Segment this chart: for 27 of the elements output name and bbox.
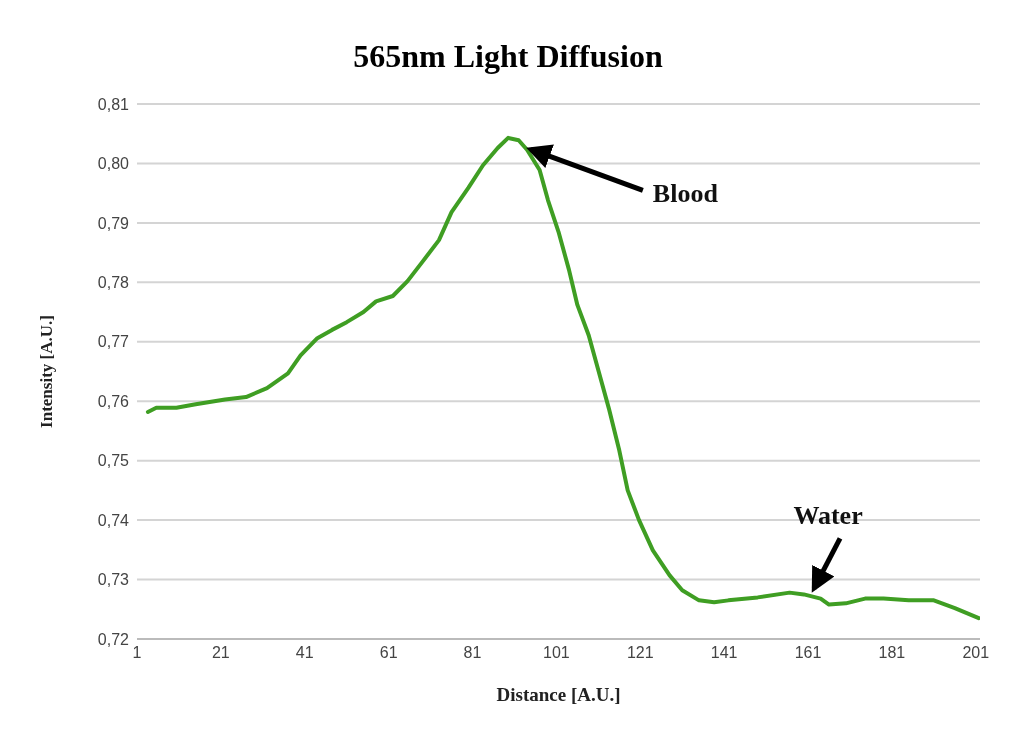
annotation: Water [793,501,863,531]
x-tick-label: 181 [878,644,906,662]
x-tick-label: 61 [379,644,398,662]
y-axis-title: Intensity [A.U.] [37,315,57,428]
line-series [145,135,980,621]
x-tick-label: 1 [132,644,142,662]
y-tick-label: 0,80 [97,155,130,173]
x-axis-title: Distance [A.U.] [496,684,621,705]
y-tick-label: 0,72 [97,630,130,648]
y-tick-label: 0,76 [97,392,130,410]
x-tick-label: 101 [543,644,570,662]
chart-title: 565nm Light Diffusion [352,38,664,75]
y-tick-label: 0,77 [97,333,130,351]
y-tick-label: 0,79 [97,214,130,232]
y-tick-label: 0,78 [97,274,130,292]
x-tick-label: 21 [211,644,230,662]
y-tick-label: 0,73 [97,571,130,589]
x-tick-label: 81 [463,644,482,662]
y-tick-label: 0,75 [97,452,130,470]
y-tick-label: 0,81 [97,95,130,113]
x-tick-label: 201 [962,644,990,662]
x-tick-label: 121 [626,644,654,662]
y-tick-label: 0,74 [97,511,130,529]
x-tick-label: 161 [794,644,822,662]
annotation: Blood [652,179,719,209]
x-tick-label: 41 [295,644,314,662]
x-tick-label: 141 [710,644,738,662]
